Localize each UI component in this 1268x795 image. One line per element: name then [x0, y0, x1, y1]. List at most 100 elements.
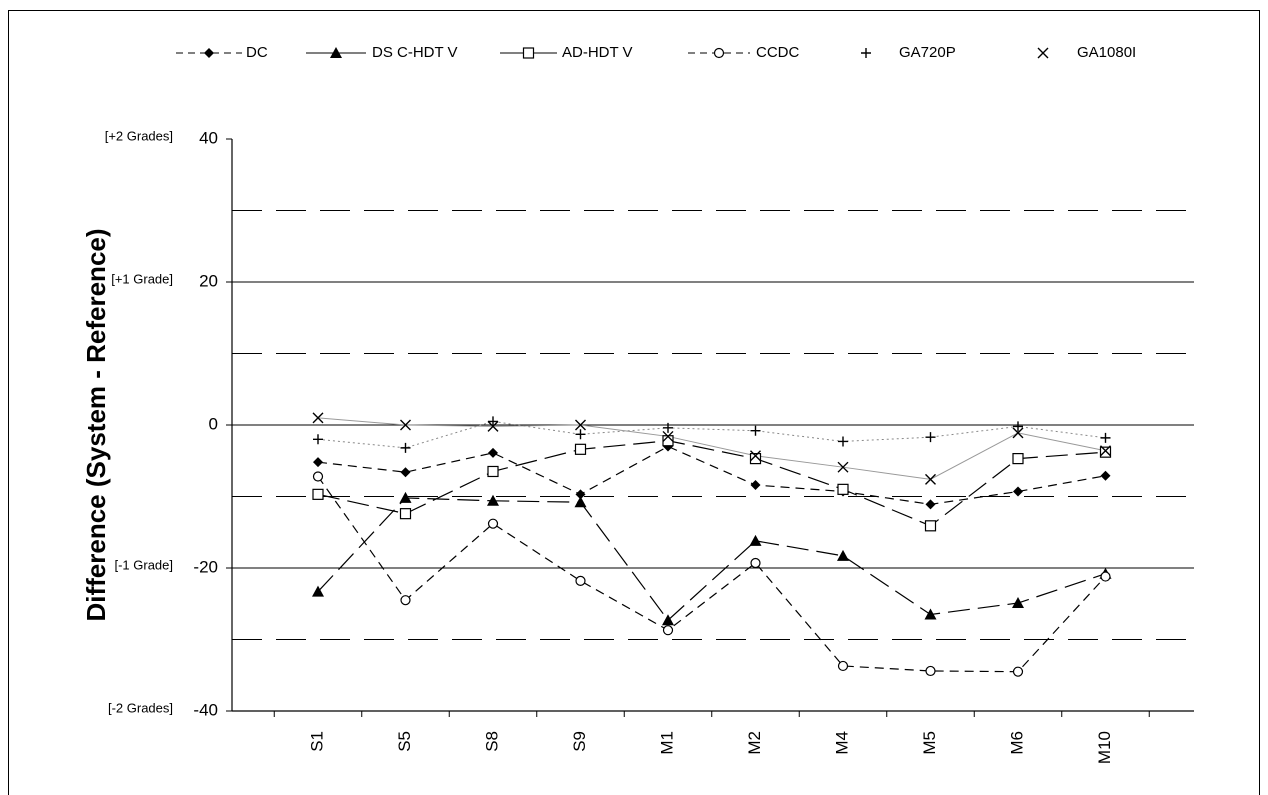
legend-marker — [861, 48, 871, 58]
data-point — [399, 508, 412, 520]
plus-marker — [925, 432, 936, 443]
data-point — [312, 585, 324, 597]
x-tick-label: M1 — [657, 731, 676, 755]
legend-label: GA720P — [899, 44, 956, 61]
plus-marker — [1100, 432, 1111, 443]
data-point — [838, 436, 848, 447]
plus-marker — [313, 434, 323, 445]
data-point — [312, 488, 324, 500]
y-axis-label: Difference (System - Reference) — [81, 228, 111, 621]
triangle-marker — [330, 47, 342, 58]
circle-marker — [1012, 666, 1024, 677]
triangle-marker — [399, 491, 412, 503]
data-point — [1100, 432, 1111, 443]
data-point — [1013, 421, 1023, 432]
circle-marker — [662, 625, 674, 636]
data-point — [662, 430, 674, 442]
triangle-marker — [837, 549, 849, 561]
legend-label: AD-HDT V — [562, 44, 633, 61]
triangle-marker — [924, 608, 937, 620]
triangle-marker — [1012, 597, 1024, 609]
data-point — [488, 416, 498, 427]
data-point — [662, 625, 674, 636]
series-line-2 — [317, 497, 1106, 622]
data-point — [399, 491, 412, 503]
legend-marker — [713, 47, 725, 59]
data-point — [925, 473, 936, 485]
legend-entry: DS C-HDT V — [306, 44, 458, 61]
x-tick-label: M10 — [1095, 731, 1114, 764]
y-tick-label: -20 — [193, 557, 218, 576]
x-marker — [925, 473, 936, 485]
series-markers — [312, 412, 1112, 677]
legend-entry: GA720P — [861, 44, 956, 61]
data-point — [400, 467, 411, 478]
data-point — [400, 595, 411, 606]
data-point — [750, 450, 761, 462]
data-point — [925, 665, 936, 677]
triangle-marker — [749, 534, 762, 546]
data-point — [925, 499, 936, 510]
diamond-marker — [925, 499, 936, 510]
series-lines — [317, 417, 1106, 673]
data-point — [1099, 446, 1112, 458]
series-line-6 — [317, 417, 1106, 480]
data-point — [837, 660, 849, 672]
grade-label: [+2 Grades] — [105, 128, 173, 143]
x-marker — [1100, 445, 1111, 457]
circle-marker — [1100, 571, 1111, 582]
x-tick-label: S9 — [570, 731, 589, 752]
data-point — [487, 420, 499, 432]
data-point — [837, 461, 849, 473]
square-marker — [749, 453, 762, 465]
data-point — [750, 480, 761, 491]
legend-entry: CCDC — [688, 44, 799, 61]
y-tick-label: 0 — [209, 414, 218, 433]
y-tick-label: 40 — [199, 128, 218, 147]
data-point — [662, 614, 674, 626]
data-point — [488, 447, 498, 458]
legend-marker — [330, 47, 342, 58]
data-point — [750, 425, 761, 436]
data-point — [313, 457, 323, 468]
plus-marker — [838, 436, 848, 447]
data-point — [750, 557, 761, 569]
triangle-marker — [662, 614, 674, 626]
x-tick-label: M5 — [920, 731, 939, 755]
x-tick-label: M2 — [745, 731, 764, 755]
circle-marker — [487, 518, 499, 529]
legend-label: GA1080I — [1077, 44, 1136, 61]
data-point — [1012, 666, 1024, 677]
x-tick-label: S8 — [482, 731, 501, 752]
diamond-marker — [575, 489, 586, 500]
x-marker — [1037, 47, 1049, 59]
data-point — [663, 422, 673, 433]
data-point — [749, 534, 762, 546]
data-point — [1100, 470, 1111, 481]
x-marker — [575, 419, 586, 431]
plus-marker — [400, 442, 411, 453]
data-point — [1013, 486, 1023, 497]
series-line-1 — [317, 445, 1106, 505]
square-marker — [1099, 446, 1112, 458]
x-marker — [837, 461, 849, 473]
square-marker — [522, 47, 535, 59]
data-point — [574, 496, 587, 508]
chart-frame — [8, 10, 1260, 795]
square-marker — [837, 483, 849, 495]
data-point — [487, 518, 499, 529]
data-point — [487, 465, 499, 478]
plus-marker — [488, 416, 498, 427]
plus-marker — [750, 425, 761, 436]
x-marker — [662, 430, 674, 442]
circle-marker — [312, 471, 324, 482]
gridlines — [232, 210, 1194, 640]
plus-marker — [861, 48, 871, 58]
square-marker — [1012, 453, 1024, 465]
x-marker — [312, 412, 324, 424]
diamond-marker — [400, 467, 411, 478]
data-point — [749, 453, 762, 465]
circle-marker — [750, 557, 761, 569]
square-marker — [399, 508, 412, 520]
data-point — [1012, 597, 1024, 609]
